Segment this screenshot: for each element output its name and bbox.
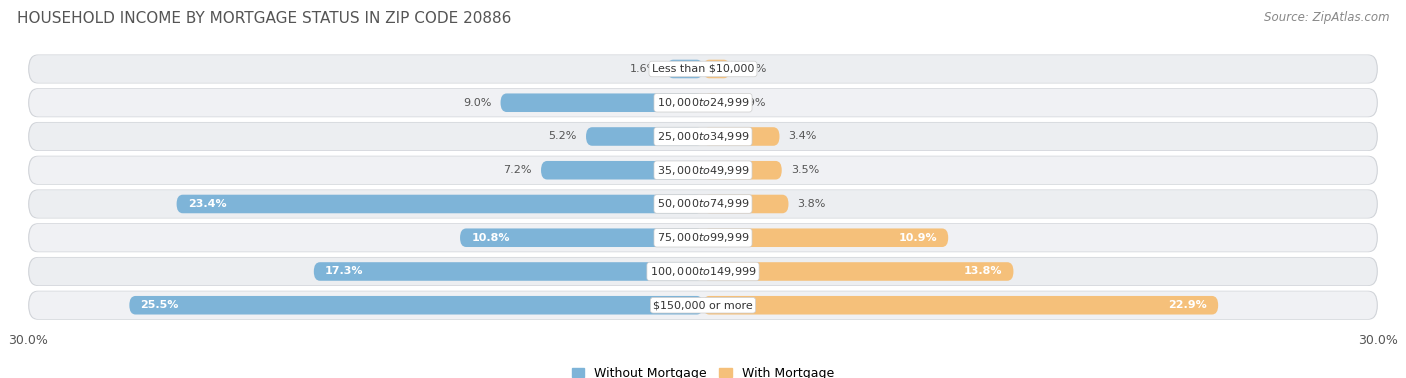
Text: $50,000 to $74,999: $50,000 to $74,999 [657,197,749,211]
FancyBboxPatch shape [28,291,1378,320]
Legend: Without Mortgage, With Mortgage: Without Mortgage, With Mortgage [567,362,839,378]
Text: HOUSEHOLD INCOME BY MORTGAGE STATUS IN ZIP CODE 20886: HOUSEHOLD INCOME BY MORTGAGE STATUS IN Z… [17,11,512,26]
FancyBboxPatch shape [30,156,1376,184]
Text: 10.8%: 10.8% [471,233,510,243]
FancyBboxPatch shape [703,262,1014,281]
FancyBboxPatch shape [460,228,703,247]
FancyBboxPatch shape [30,224,1376,252]
FancyBboxPatch shape [28,54,1378,84]
Text: 17.3%: 17.3% [325,266,364,276]
FancyBboxPatch shape [666,60,703,78]
FancyBboxPatch shape [28,122,1378,151]
FancyBboxPatch shape [30,190,1376,218]
FancyBboxPatch shape [129,296,703,314]
Text: $75,000 to $99,999: $75,000 to $99,999 [657,231,749,244]
FancyBboxPatch shape [28,223,1378,252]
Text: 3.4%: 3.4% [789,132,817,141]
Text: 10.9%: 10.9% [898,233,936,243]
Text: 1.2%: 1.2% [740,64,768,74]
FancyBboxPatch shape [501,93,703,112]
FancyBboxPatch shape [28,189,1378,218]
FancyBboxPatch shape [30,89,1376,116]
FancyBboxPatch shape [703,93,721,112]
FancyBboxPatch shape [703,161,782,180]
FancyBboxPatch shape [314,262,703,281]
Text: 25.5%: 25.5% [141,300,179,310]
Text: 13.8%: 13.8% [963,266,1002,276]
Text: 5.2%: 5.2% [548,132,576,141]
Text: 3.5%: 3.5% [790,165,818,175]
Text: $100,000 to $149,999: $100,000 to $149,999 [650,265,756,278]
Text: 3.8%: 3.8% [797,199,825,209]
FancyBboxPatch shape [28,257,1378,286]
FancyBboxPatch shape [30,291,1376,319]
FancyBboxPatch shape [703,127,779,146]
Text: 9.0%: 9.0% [463,98,492,108]
Text: $10,000 to $24,999: $10,000 to $24,999 [657,96,749,109]
Text: $35,000 to $49,999: $35,000 to $49,999 [657,164,749,177]
FancyBboxPatch shape [28,156,1378,185]
Text: $25,000 to $34,999: $25,000 to $34,999 [657,130,749,143]
FancyBboxPatch shape [703,60,730,78]
Text: $150,000 or more: $150,000 or more [654,300,752,310]
FancyBboxPatch shape [703,228,948,247]
FancyBboxPatch shape [541,161,703,180]
Text: 0.79%: 0.79% [730,98,765,108]
FancyBboxPatch shape [30,258,1376,285]
Text: 23.4%: 23.4% [188,199,226,209]
Text: 7.2%: 7.2% [503,165,531,175]
Text: 1.6%: 1.6% [630,64,658,74]
Text: Source: ZipAtlas.com: Source: ZipAtlas.com [1264,11,1389,24]
FancyBboxPatch shape [703,296,1218,314]
FancyBboxPatch shape [30,55,1376,83]
FancyBboxPatch shape [177,195,703,213]
FancyBboxPatch shape [703,195,789,213]
FancyBboxPatch shape [28,88,1378,117]
FancyBboxPatch shape [586,127,703,146]
Text: 22.9%: 22.9% [1168,300,1206,310]
Text: Less than $10,000: Less than $10,000 [652,64,754,74]
FancyBboxPatch shape [30,122,1376,150]
